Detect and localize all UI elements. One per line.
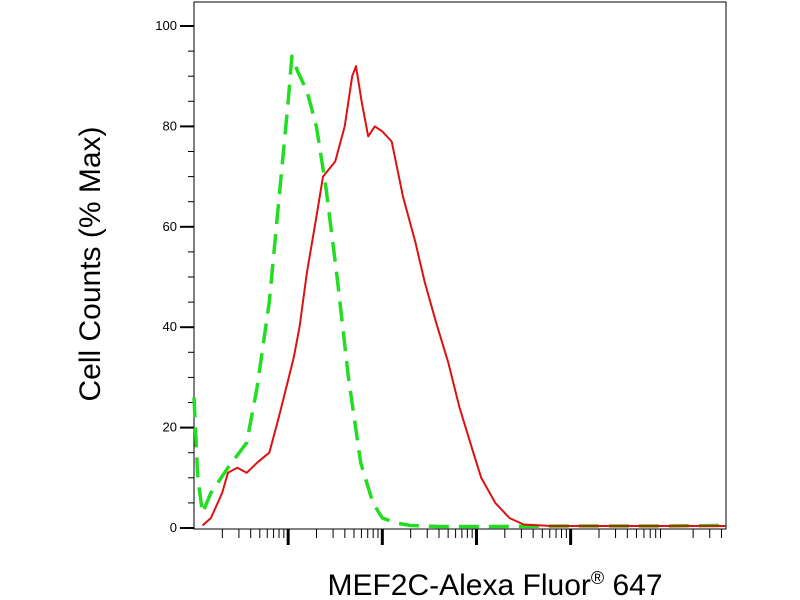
x-axis-title-main: MEF2C-Alexa Fluor [327,569,590,600]
y-axis-title: Cell Counts (% Max) [74,126,107,401]
y-tick-label: 80 [163,118,177,133]
control-histogram-line [192,54,727,529]
y-tick-label: 20 [163,420,177,435]
y-axis: 0 20 40 60 80 100 [155,18,194,535]
plot-frame [193,1,727,530]
y-tick-label: 60 [163,219,177,234]
x-axis-title-suffix: 647 [604,569,662,600]
y-tick-label: 100 [155,18,177,33]
sample-histogram-line [201,65,726,527]
x-axis-title: MEF2C-Alexa Fluor® 647 [327,568,662,600]
x-axis-title-superscript: ® [591,568,604,588]
y-tick-label: 0 [170,520,177,535]
x-axis [221,529,722,545]
y-tick-label: 40 [163,319,177,334]
series-group [192,54,727,529]
